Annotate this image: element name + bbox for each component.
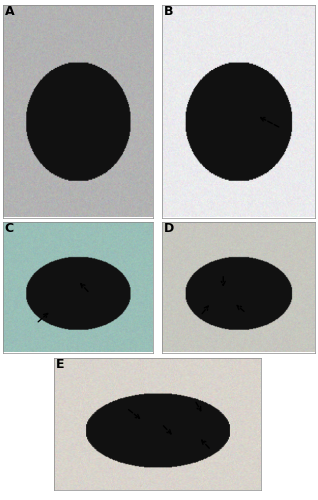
Text: A: A [5,5,14,18]
Text: C: C [5,222,14,234]
Text: D: D [164,222,174,234]
Text: B: B [164,5,173,18]
Text: E: E [56,358,64,370]
